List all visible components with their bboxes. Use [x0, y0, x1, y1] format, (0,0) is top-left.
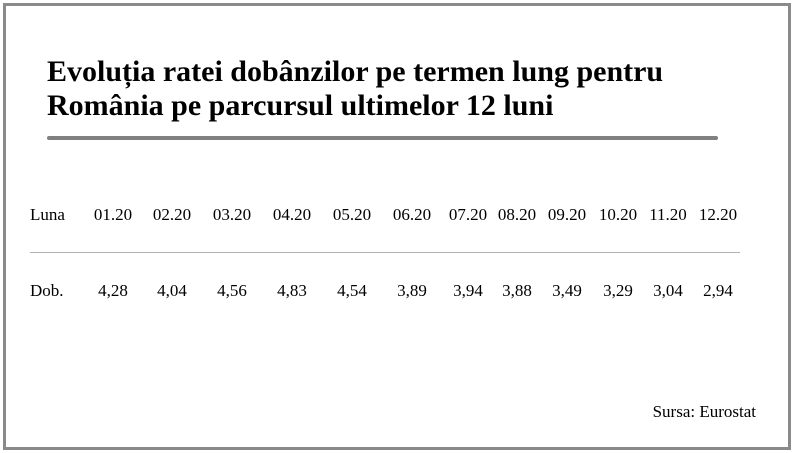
title: Evoluția ratei dobânzilor pe termen lung… [47, 55, 664, 122]
row-label: Luna [30, 205, 65, 224]
rate: 3,88 [502, 281, 532, 300]
month: 02.20 [152, 205, 192, 224]
source: Sursa: Eurostat [652, 402, 756, 421]
rate: 4,28 [98, 281, 128, 300]
title-rule [47, 136, 718, 140]
month: 07.20 [448, 205, 488, 224]
month: 04.20 [272, 205, 312, 224]
month: 10.20 [598, 205, 638, 224]
month: 09.20 [547, 205, 587, 224]
month: 05.20 [332, 205, 372, 224]
rate: 4,56 [217, 281, 247, 300]
month: 08.20 [497, 205, 537, 224]
rate: 3,94 [453, 281, 483, 300]
rate: 3,04 [653, 281, 683, 300]
month: 11.20 [649, 205, 687, 224]
rate: 4,04 [157, 281, 187, 300]
rate: 4,54 [337, 281, 367, 300]
rate: 3,49 [552, 281, 582, 300]
frame [3, 3, 791, 450]
rate: 3,89 [397, 281, 427, 300]
month: 01.20 [93, 205, 133, 224]
month: 12.20 [698, 205, 738, 224]
rate: 4,83 [277, 281, 307, 300]
month: 03.20 [212, 205, 252, 224]
rate: 2,94 [703, 281, 733, 300]
month: 06.20 [392, 205, 432, 224]
row-label: Dob. [30, 281, 64, 300]
rate: 3,29 [603, 281, 633, 300]
row-separator [30, 252, 740, 253]
